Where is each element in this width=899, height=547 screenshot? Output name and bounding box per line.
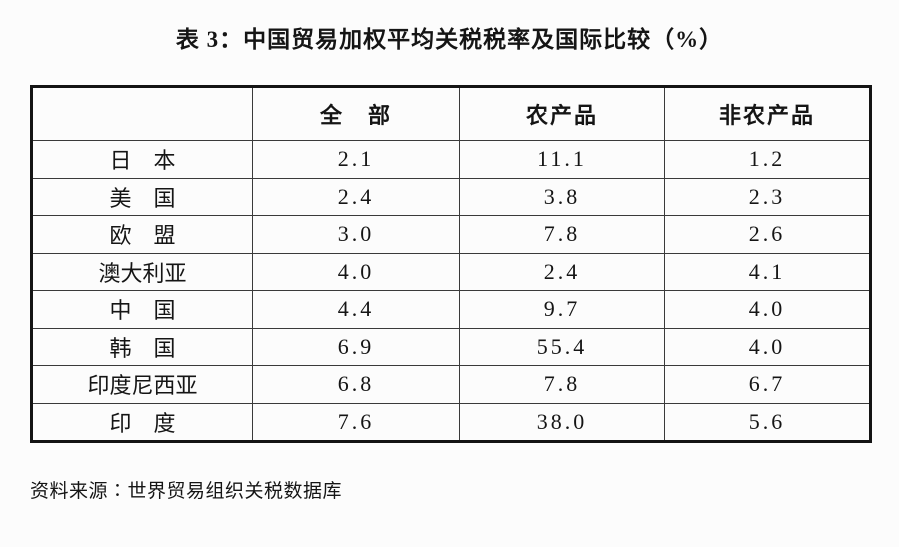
table-row: 印 度 7.6 38.0 5.6 <box>31 402 871 442</box>
value-cell: 2.3 <box>664 177 871 216</box>
value-cell: 5.6 <box>664 402 871 442</box>
table-row: 韩 国 6.9 55.4 4.0 <box>31 327 871 366</box>
page-title: 表 3：中国贸易加权平均关税税率及国际比较（%） <box>175 27 724 52</box>
value-cell: 2.4 <box>459 252 665 291</box>
corner-cell <box>31 86 253 141</box>
column-header-non-agricultural: 非农产品 <box>664 86 871 141</box>
row-label-cell: 日 本 <box>31 140 253 179</box>
value-cell: 6.8 <box>252 365 460 404</box>
tariff-table: 全 部 农产品 非农产品 日 本 2.1 11.1 1.2 美 国 2.4 3.… <box>30 85 872 443</box>
value-cell: 2.6 <box>664 215 871 254</box>
value-cell: 4.0 <box>252 252 460 291</box>
value-cell: 6.9 <box>252 327 460 366</box>
value-cell: 4.0 <box>664 327 871 366</box>
table-row: 中 国 4.4 9.7 4.0 <box>31 290 871 329</box>
row-label-cell: 印度尼西亚 <box>31 365 253 404</box>
value-cell: 4.4 <box>252 290 460 329</box>
value-cell: 55.4 <box>459 327 665 366</box>
value-cell: 1.2 <box>664 140 871 179</box>
column-header-total: 全 部 <box>252 86 460 141</box>
table-row: 美 国 2.4 3.8 2.3 <box>31 177 871 216</box>
value-cell: 2.4 <box>252 177 460 216</box>
value-cell: 4.1 <box>664 252 871 291</box>
value-cell: 7.8 <box>459 365 665 404</box>
table-row: 澳大利亚 4.0 2.4 4.1 <box>31 252 871 291</box>
row-label-cell: 美 国 <box>31 177 253 216</box>
row-label-cell: 欧 盟 <box>31 215 253 254</box>
source-note: 资料来源∶世界贸易组织关税数据库 <box>30 481 343 502</box>
row-label-cell: 印 度 <box>31 402 253 442</box>
value-cell: 3.8 <box>459 177 665 216</box>
value-cell: 6.7 <box>664 365 871 404</box>
table-row: 日 本 2.1 11.1 1.2 <box>31 140 871 179</box>
table-row: 欧 盟 3.0 7.8 2.6 <box>31 215 871 254</box>
row-label-cell: 韩 国 <box>31 327 253 366</box>
value-cell: 38.0 <box>459 402 665 442</box>
value-cell: 3.0 <box>252 215 460 254</box>
value-cell: 7.8 <box>459 215 665 254</box>
row-label-cell: 澳大利亚 <box>31 252 253 291</box>
value-cell: 7.6 <box>252 402 460 442</box>
value-cell: 9.7 <box>459 290 665 329</box>
value-cell: 2.1 <box>252 140 460 179</box>
row-label-cell: 中 国 <box>31 290 253 329</box>
column-header-agricultural: 农产品 <box>459 86 665 141</box>
table-row: 印度尼西亚 6.8 7.8 6.7 <box>31 365 871 404</box>
value-cell: 4.0 <box>664 290 871 329</box>
value-cell: 11.1 <box>459 140 665 179</box>
header-row: 全 部 农产品 非农产品 <box>31 86 871 141</box>
